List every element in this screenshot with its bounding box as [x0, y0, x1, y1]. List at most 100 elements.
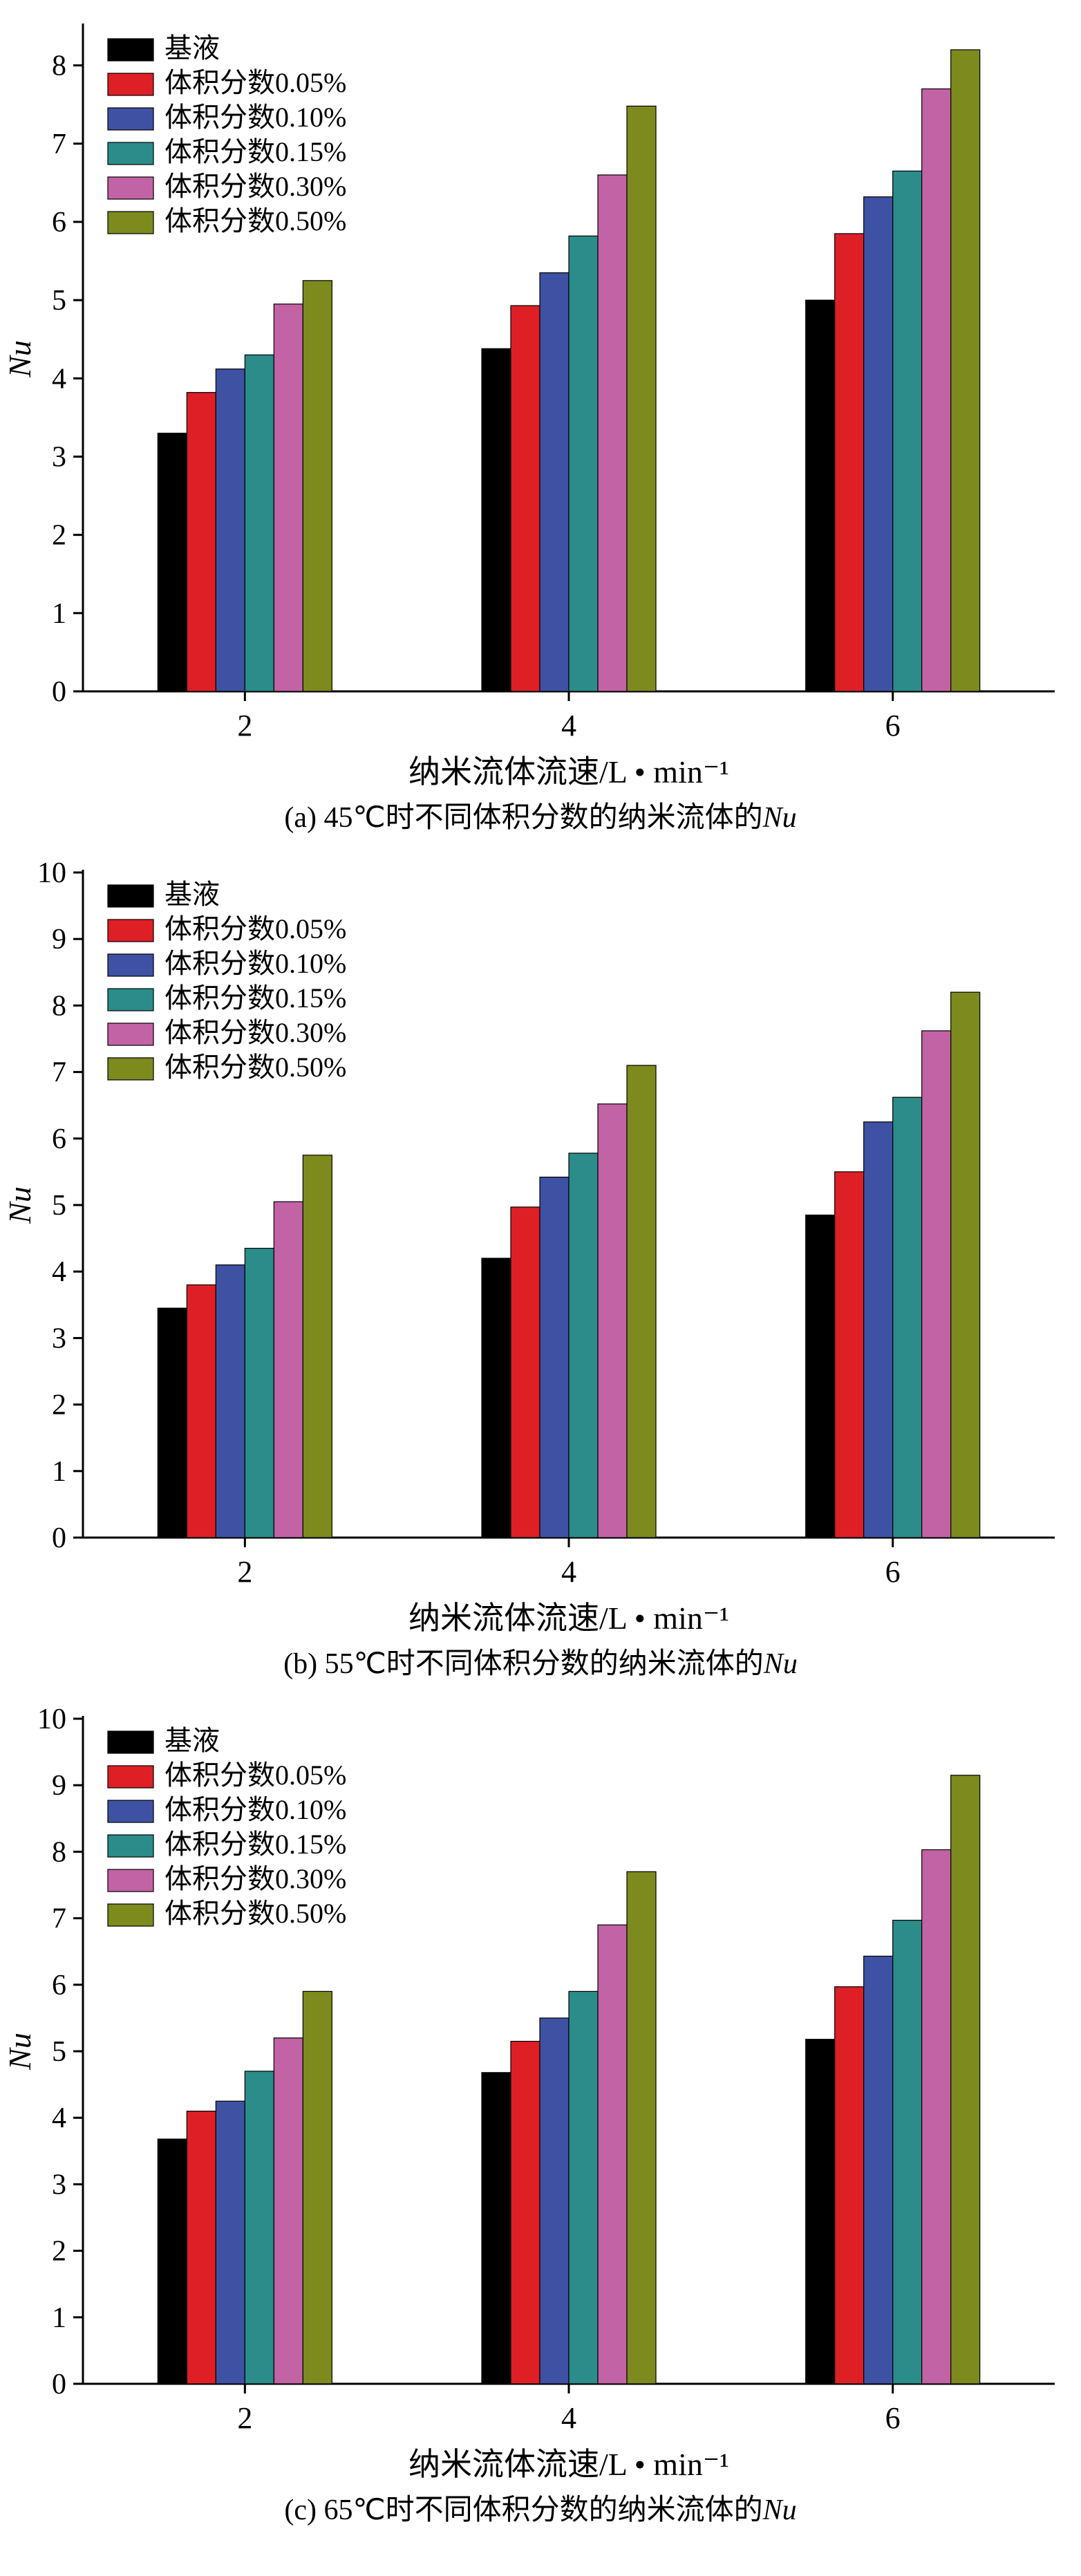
legend-label-3: 体积分数0.15%	[164, 982, 346, 1014]
bar-series0-x6	[805, 1215, 836, 1538]
bar-series4-x6	[921, 1849, 952, 2384]
bar-series3-x6	[892, 1920, 923, 2384]
caption-a: (a) 45℃时不同体积分数的纳米流体的Nu	[0, 801, 1081, 852]
y-tick-label: 10	[37, 857, 66, 889]
bar-series3-x2	[244, 354, 274, 692]
bar-series1-x2	[186, 1285, 216, 1538]
x-axis-label: 纳米流体流速/L • min⁻¹	[408, 754, 729, 790]
legend-label-5: 体积分数0.50%	[164, 1052, 346, 1083]
bar-series0-x2	[157, 432, 187, 692]
bar-series1-x2	[186, 392, 216, 692]
legend-swatch-2	[107, 1800, 154, 1823]
y-tick-label: 0	[52, 2369, 66, 2400]
bar-series3-x2	[244, 2071, 274, 2384]
legend: 基液体积分数0.05%体积分数0.10%体积分数0.15%体积分数0.30%体积…	[107, 879, 346, 1083]
bar-series2-x2	[215, 368, 245, 692]
axes: 0 1 2 3 4 5 6 7 8 9 10 2 4 6	[37, 857, 1055, 1589]
legend-swatch-4	[107, 1869, 154, 1892]
legend-label-5: 体积分数0.50%	[164, 205, 346, 236]
bar-series4-x6	[921, 1030, 952, 1538]
bars	[157, 49, 981, 692]
x-tick-label: 4	[561, 1555, 576, 1589]
y-tick-label: 10	[37, 1704, 66, 1735]
y-tick-label: 6	[52, 1123, 66, 1155]
y-tick-label: 3	[52, 441, 66, 473]
y-tick-label: 1	[52, 598, 66, 630]
caption-c: (c) 65℃时不同体积分数的纳米流体的Nu	[0, 2493, 1081, 2544]
y-tick-label: 7	[52, 129, 66, 160]
bar-series1-x6	[834, 233, 865, 692]
axes: 0 1 2 3 4 5 6 7 8 2 4 6	[52, 24, 1055, 743]
legend-label-1: 体积分数0.05%	[164, 1760, 346, 1791]
legend-swatch-3	[107, 1834, 154, 1858]
y-tick-label: 0	[52, 676, 66, 708]
caption-b-text: (b) 55℃时不同体积分数的纳米流体的	[283, 1648, 764, 1681]
legend-label-0: 基液	[164, 1725, 220, 1756]
bar-series5-x6	[950, 991, 981, 1538]
bar-series2-x2	[215, 2100, 245, 2384]
bar-series2-x2	[215, 1264, 245, 1538]
bar-series5-x4	[626, 1065, 657, 1538]
legend-swatch-4	[107, 1023, 154, 1046]
legend-swatch-4	[107, 176, 154, 200]
x-tick-label: 6	[885, 1555, 901, 1589]
legend: 基液体积分数0.05%体积分数0.10%体积分数0.15%体积分数0.30%体积…	[107, 32, 346, 236]
legend-swatch-5	[107, 1903, 154, 1927]
bar-series3-x6	[892, 1096, 923, 1538]
bars	[157, 991, 981, 1538]
bar-series2-x4	[539, 1177, 570, 1538]
bar-series1-x4	[510, 305, 540, 692]
bar-series4-x2	[273, 304, 303, 692]
chart-panel-c: 0 1 2 3 4 5 6 7 8 9 10 2 4 6 纳米流体流速/L • min⁻¹ Nu 基液 体积分数0…	[0, 1698, 1081, 2544]
bar-series5-x6	[950, 49, 981, 692]
y-tick-label: 4	[52, 1256, 66, 1288]
caption-a-text: (a) 45℃时不同体积分数的纳米流体的	[284, 802, 763, 834]
bar-series0-x2	[157, 2138, 187, 2384]
bar-series4-x4	[597, 1103, 628, 1538]
y-tick-label: 9	[52, 924, 66, 955]
x-axis-label: 纳米流体流速/L • min⁻¹	[408, 2447, 729, 2482]
bar-series0-x4	[481, 2072, 511, 2384]
y-tick-label: 4	[52, 2103, 66, 2135]
y-tick-label: 5	[52, 285, 66, 317]
legend-label-3: 体积分数0.15%	[164, 1829, 346, 1860]
x-axis-label: 纳米流体流速/L • min⁻¹	[408, 1600, 729, 1636]
bar-series3-x4	[568, 235, 599, 692]
bar-series2-x6	[863, 196, 894, 692]
x-tick-label: 4	[561, 2401, 576, 2435]
y-tick-label: 2	[52, 1390, 66, 1421]
legend-label-0: 基液	[164, 32, 220, 64]
legend-label-5: 体积分数0.50%	[164, 1898, 346, 1929]
y-tick-label: 1	[52, 2302, 66, 2334]
legend-label-2: 体积分数0.10%	[164, 102, 346, 133]
bar-series4-x2	[273, 1201, 303, 1538]
legend-label-4: 体积分数0.30%	[164, 1017, 346, 1048]
y-tick-label: 7	[52, 1903, 66, 1935]
legend-swatch-5	[107, 211, 154, 234]
legend-swatch-0	[107, 884, 154, 908]
y-tick-label: 9	[52, 1771, 66, 1802]
y-axis-label: Nu	[2, 1186, 37, 1224]
legend-label-1: 体积分数0.05%	[164, 67, 346, 98]
legend-label-4: 体积分数0.30%	[164, 171, 346, 202]
legend-label-2: 体积分数0.10%	[164, 948, 346, 979]
bars	[157, 1775, 981, 2384]
legend-swatch-3	[107, 988, 154, 1011]
y-tick-label: 2	[52, 520, 66, 552]
caption-a-nu: Nu	[762, 802, 797, 834]
legend-swatch-0	[107, 38, 154, 62]
bar-series0-x2	[157, 1307, 187, 1538]
bar-series0-x4	[481, 348, 511, 692]
legend-swatch-3	[107, 142, 154, 165]
legend-swatch-1	[107, 919, 154, 942]
y-tick-label: 5	[52, 1190, 66, 1222]
bar-chart-45c: 0 1 2 3 4 5 6 7 8 2 4 6 纳米流体流速/L • min⁻¹ Nu 基液体积分数0.05…	[2, 24, 1055, 790]
bar-series4-x6	[921, 88, 952, 692]
y-tick-label: 7	[52, 1057, 66, 1089]
bar-series0-x4	[481, 1258, 511, 1538]
bar-series3-x2	[244, 1248, 274, 1538]
x-tick-label: 6	[885, 2401, 901, 2435]
legend-swatch-0	[107, 1730, 154, 1754]
bar-series0-x6	[805, 2039, 836, 2384]
